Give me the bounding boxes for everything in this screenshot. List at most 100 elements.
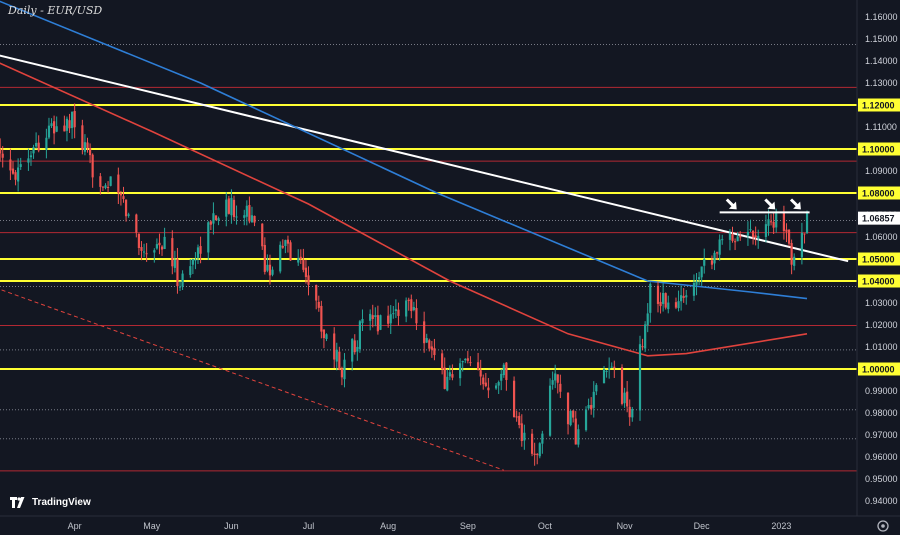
time-tick-label: Dec [694,521,711,531]
candle-body [803,233,806,235]
candle-body [469,362,472,364]
price-tick-label: 0.96000 [865,452,898,462]
candle [160,245,164,256]
candle-body [664,293,667,308]
candle [412,301,415,312]
candle [392,305,395,319]
candle-body [289,242,292,261]
candle [626,380,629,413]
candle [243,209,246,226]
candle [464,358,467,364]
candle [81,119,84,155]
candle [520,414,523,447]
time-tick-label: Apr [68,521,82,531]
candle-body [68,120,71,129]
candle [677,290,680,312]
candle-body [677,301,680,309]
candle [397,302,400,326]
gear-icon[interactable] [877,520,889,532]
candle [88,143,92,164]
candle [83,134,87,156]
candle-body [27,158,30,163]
arrow-annotation [789,198,801,210]
indicator-lines [0,0,849,471]
candle-body [423,321,426,344]
candle [733,238,737,251]
candle-body [548,385,552,436]
candle [512,376,516,418]
candle [497,380,500,394]
candle [140,241,143,261]
candle [230,189,233,224]
candle-body [333,333,336,360]
candle [548,378,552,437]
candle-body [590,405,593,410]
candle [173,250,176,273]
candle-body [674,302,678,308]
candle-body [299,256,302,259]
candle [135,213,138,238]
level-badge-bg [858,274,900,288]
candle [430,340,433,358]
candle [1,146,4,168]
candle-body [178,286,182,288]
candle-body [394,309,397,312]
candle [803,233,806,244]
candle-body [271,269,274,275]
candle-body [279,244,282,272]
candle-body [35,142,38,147]
candle [35,132,38,149]
candle [805,210,809,235]
candle [127,212,130,218]
candle-body [176,258,179,287]
candle [358,319,362,353]
candle [718,234,721,261]
candle [124,199,128,222]
candle [335,342,338,371]
candle [304,259,308,284]
candle-body [361,319,364,324]
candle-body [286,239,290,244]
candle [387,305,390,328]
candle [322,329,326,349]
candle-body [338,351,341,370]
candle-body [376,315,379,332]
price-tick-label: 0.94000 [865,496,898,506]
candle [484,372,487,388]
candle-body [569,410,572,426]
level-badge-label: 1.10000 [862,144,895,154]
level-badge-label: 1.08000 [862,188,895,198]
trendline [0,54,849,263]
candle-body [536,453,539,455]
candle-body [11,168,15,174]
candle-body [733,241,737,243]
candle [590,397,593,415]
candle [248,196,251,224]
candle [315,284,318,310]
candle [119,190,123,206]
candle-body [65,118,69,131]
price-tick-label: 1.16000 [865,12,898,22]
candle [29,151,33,166]
candle [638,335,642,421]
trendline [0,288,504,471]
candle [649,282,652,323]
candle [469,356,472,367]
candle-body [602,369,606,384]
candle [104,183,107,190]
price-tick-label: 1.03000 [865,298,898,308]
candle [207,221,210,261]
candle-body [135,214,138,233]
candle-body [199,246,202,254]
candle [53,115,56,145]
candle-body [628,406,631,418]
candle [68,113,71,133]
candle [181,270,184,291]
candle-body [515,416,518,418]
candle [551,371,554,390]
price-tick-label: 0.99000 [865,386,898,396]
candle [623,387,626,408]
arrow-annotation [764,198,776,210]
candle [692,274,696,301]
candle-body [160,246,164,250]
